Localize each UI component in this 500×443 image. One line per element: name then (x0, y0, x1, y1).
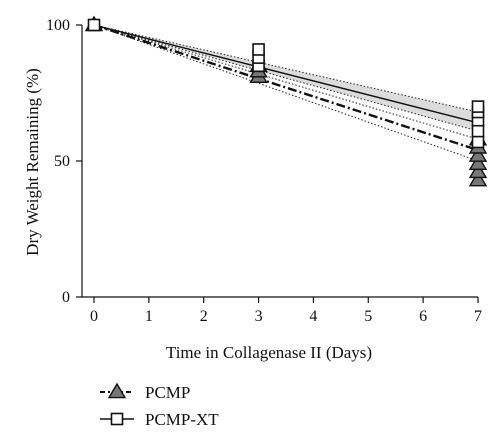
ci-upper-line (93, 24, 479, 113)
legend-label: PCMP-XT (145, 410, 219, 429)
x-tick-label: 0 (90, 308, 98, 325)
data-point (471, 135, 485, 149)
x-tick-label: 3 (255, 308, 263, 325)
ci-upper-line (93, 24, 479, 140)
x-tick-label: 6 (419, 308, 427, 325)
y-axis-label: Dry Weight Remaining (%) (23, 68, 42, 256)
x-tick-label: 1 (145, 308, 153, 325)
legend-marker (110, 412, 124, 426)
y-tick-label: 50 (54, 153, 70, 170)
x-tick-label: 2 (200, 308, 208, 325)
data-point (468, 170, 488, 187)
data-point (252, 43, 265, 56)
data-point (471, 124, 485, 138)
legend-marker (107, 382, 127, 399)
y-tick-label: 100 (46, 17, 70, 34)
data-point (468, 154, 488, 171)
legend-item: PCMP-XT (100, 410, 219, 429)
x-tick-label: 7 (474, 308, 482, 325)
x-tick-label: 5 (364, 308, 372, 325)
fit-line (93, 24, 479, 124)
data-point (87, 18, 101, 32)
x-axis-label: Time in Collagenase II (Days) (166, 343, 372, 362)
fit-line (93, 23, 479, 152)
data-point (468, 146, 488, 162)
legend-label: PCMP (145, 383, 190, 402)
ci-lower-line (93, 24, 479, 162)
axes: 0 1 2 3 4 5 6 7 0 50 100 (46, 17, 482, 325)
legend-item: PCMP (100, 382, 190, 402)
data-point (471, 100, 485, 113)
data-point (468, 162, 488, 179)
x-tick-label: 4 (309, 308, 317, 325)
y-tick-label: 0 (62, 289, 70, 306)
plot-area (84, 15, 488, 187)
legend: PCMP PCMP-XT (100, 382, 219, 429)
